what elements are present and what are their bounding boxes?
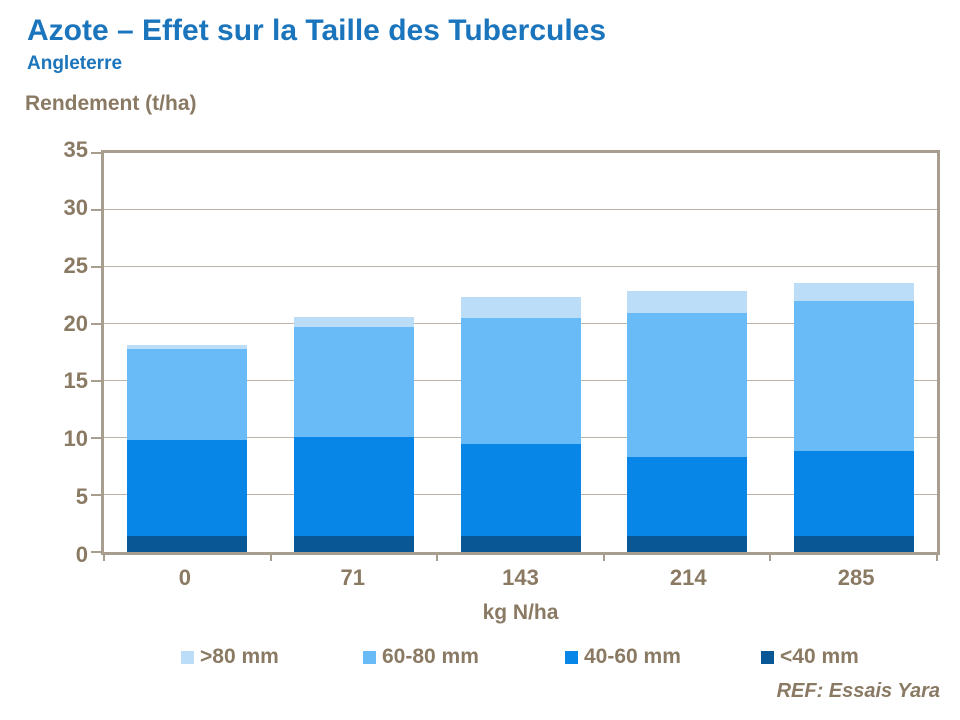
bar-segment-71-<40 mm — [293, 536, 414, 552]
y-tick-label-20: 20 — [63, 310, 88, 336]
bar-segment-0-60-80 mm — [127, 349, 248, 441]
x-tick-3 — [602, 552, 605, 561]
bar-143 — [460, 296, 581, 552]
y-tick-label-30: 30 — [63, 194, 88, 220]
legend-item-<40 mm: <40 mm — [761, 645, 859, 669]
y-tick-5 — [91, 494, 102, 497]
legend-swatch-<40 mm — [761, 650, 774, 664]
bar-segment-285->80 mm — [793, 283, 914, 302]
legend-swatch->80 mm — [181, 650, 194, 664]
x-tick-2 — [436, 552, 439, 561]
y-tick-25 — [91, 266, 102, 268]
x-tick-1 — [269, 552, 272, 561]
x-axis-title: kg N/ha — [482, 601, 559, 624]
x-label-214: 214 — [669, 565, 707, 590]
bar-segment-285-40-60 mm — [793, 450, 914, 537]
bar-0 — [127, 344, 248, 552]
legend-item-40-60 mm: 40-60 mm — [565, 645, 681, 669]
legend-label-60-80 mm: 60-80 mm — [382, 645, 479, 668]
x-label-285: 285 — [837, 565, 875, 590]
bar-segment-143-40-60 mm — [460, 443, 581, 537]
bar-214 — [627, 290, 748, 552]
legend-label-40-60 mm: 40-60 mm — [584, 645, 681, 668]
y-tick-10 — [91, 437, 102, 440]
y-axis-labels: 0 5 10 15 20 25 30 35 — [0, 137, 88, 567]
chart-title: Azote – Effet sur la Taille des Tubercul… — [27, 14, 607, 47]
bar-segment-71->80 mm — [293, 317, 414, 328]
x-label-0: 0 — [178, 565, 192, 590]
gridline-25 — [104, 266, 937, 267]
bar-285 — [793, 283, 914, 552]
bar-segment-214-40-60 mm — [627, 457, 748, 537]
bar-segment-214-60-80 mm — [627, 312, 748, 458]
y-tick-15 — [91, 380, 102, 382]
bar-segment-71-40-60 mm — [293, 436, 414, 537]
y-tick-label-15: 15 — [63, 368, 88, 394]
bar-segment-285-60-80 mm — [793, 301, 914, 451]
y-tick-0 — [91, 551, 102, 553]
legend-item-60-80 mm: 60-80 mm — [363, 645, 479, 669]
gridline-30 — [104, 209, 937, 210]
bar-segment-143-<40 mm — [460, 536, 581, 552]
x-tick-5 — [936, 552, 938, 561]
y-tick-label-0: 0 — [75, 542, 88, 567]
legend-label->80 mm: >80 mm — [200, 645, 279, 668]
bar-segment-214-<40 mm — [627, 536, 748, 552]
bar-segment-143->80 mm — [460, 296, 581, 319]
bar-71 — [293, 317, 414, 552]
x-tick-4 — [769, 552, 772, 561]
bar-segment-0-<40 mm — [127, 536, 248, 552]
y-tick-30 — [91, 209, 102, 211]
legend-item->80 mm: >80 mm — [181, 645, 279, 669]
y-tick-label-25: 25 — [63, 252, 88, 278]
x-label-71: 71 — [340, 565, 365, 590]
x-label-143: 143 — [502, 565, 539, 590]
y-tick-label-5: 5 — [75, 484, 88, 510]
x-tick-0 — [103, 552, 105, 561]
legend-label-<40 mm: <40 mm — [780, 645, 859, 668]
bar-segment-71-60-80 mm — [293, 327, 414, 437]
bar-segment-285-<40 mm — [793, 536, 914, 552]
bar-segment-214->80 mm — [627, 290, 748, 313]
y-tick-label-35: 35 — [63, 137, 88, 162]
y-tick-35 — [91, 152, 102, 154]
legend-swatch-40-60 mm — [565, 650, 578, 664]
legend: >80 mm 60-80 mm 40-60 mm <40 mm — [101, 645, 940, 671]
reference-note: REF: Essais Yara — [776, 680, 940, 702]
bar-segment-0->80 mm — [127, 344, 248, 350]
chart-subtitle: Angleterre — [27, 53, 123, 74]
legend-swatch-60-80 mm — [363, 650, 376, 664]
bar-segment-143-60-80 mm — [460, 318, 581, 444]
y-axis-title: Rendement (t/ha) — [25, 92, 197, 115]
y-tick-label-10: 10 — [63, 426, 88, 452]
y-tick-20 — [91, 323, 102, 326]
plot-area — [91, 150, 940, 561]
bar-segment-0-40-60 mm — [127, 440, 248, 537]
x-axis-labels: 0 71 143 214 285 — [101, 565, 940, 591]
